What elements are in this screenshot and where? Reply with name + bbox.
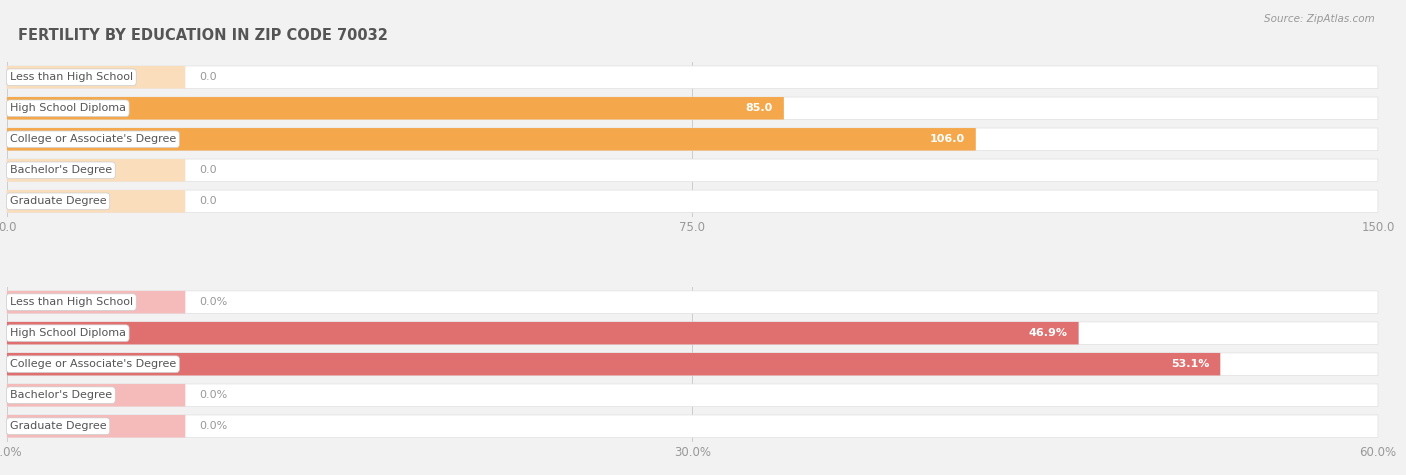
Text: 0.0%: 0.0% bbox=[200, 297, 228, 307]
Text: FERTILITY BY EDUCATION IN ZIP CODE 70032: FERTILITY BY EDUCATION IN ZIP CODE 70032 bbox=[18, 28, 388, 44]
Text: College or Associate's Degree: College or Associate's Degree bbox=[10, 359, 176, 369]
FancyBboxPatch shape bbox=[7, 128, 1378, 151]
FancyBboxPatch shape bbox=[7, 66, 186, 88]
Text: 0.0%: 0.0% bbox=[200, 390, 228, 400]
Text: 53.1%: 53.1% bbox=[1171, 359, 1209, 369]
Text: 106.0: 106.0 bbox=[929, 134, 965, 144]
Text: Less than High School: Less than High School bbox=[10, 72, 134, 82]
Text: 46.9%: 46.9% bbox=[1029, 328, 1067, 338]
FancyBboxPatch shape bbox=[7, 322, 1378, 344]
Text: High School Diploma: High School Diploma bbox=[10, 103, 125, 113]
FancyBboxPatch shape bbox=[7, 353, 1378, 375]
FancyBboxPatch shape bbox=[7, 415, 1378, 437]
FancyBboxPatch shape bbox=[7, 97, 785, 120]
Text: Bachelor's Degree: Bachelor's Degree bbox=[10, 165, 112, 175]
Text: 0.0: 0.0 bbox=[200, 72, 217, 82]
FancyBboxPatch shape bbox=[7, 322, 1078, 344]
Text: Less than High School: Less than High School bbox=[10, 297, 134, 307]
Text: 0.0: 0.0 bbox=[200, 196, 217, 206]
FancyBboxPatch shape bbox=[7, 66, 1378, 88]
Text: 85.0: 85.0 bbox=[745, 103, 773, 113]
FancyBboxPatch shape bbox=[7, 128, 976, 151]
Text: Source: ZipAtlas.com: Source: ZipAtlas.com bbox=[1264, 14, 1375, 24]
Text: 0.0: 0.0 bbox=[200, 165, 217, 175]
FancyBboxPatch shape bbox=[7, 159, 1378, 181]
Text: Graduate Degree: Graduate Degree bbox=[10, 196, 107, 206]
FancyBboxPatch shape bbox=[7, 353, 1220, 375]
FancyBboxPatch shape bbox=[7, 384, 1378, 407]
FancyBboxPatch shape bbox=[7, 291, 1378, 314]
FancyBboxPatch shape bbox=[7, 190, 186, 213]
Text: College or Associate's Degree: College or Associate's Degree bbox=[10, 134, 176, 144]
FancyBboxPatch shape bbox=[7, 159, 186, 181]
FancyBboxPatch shape bbox=[7, 291, 186, 314]
FancyBboxPatch shape bbox=[7, 415, 186, 437]
FancyBboxPatch shape bbox=[7, 190, 1378, 213]
FancyBboxPatch shape bbox=[7, 384, 186, 407]
FancyBboxPatch shape bbox=[7, 97, 1378, 120]
Text: 0.0%: 0.0% bbox=[200, 421, 228, 431]
Text: Bachelor's Degree: Bachelor's Degree bbox=[10, 390, 112, 400]
Text: High School Diploma: High School Diploma bbox=[10, 328, 125, 338]
Text: Graduate Degree: Graduate Degree bbox=[10, 421, 107, 431]
